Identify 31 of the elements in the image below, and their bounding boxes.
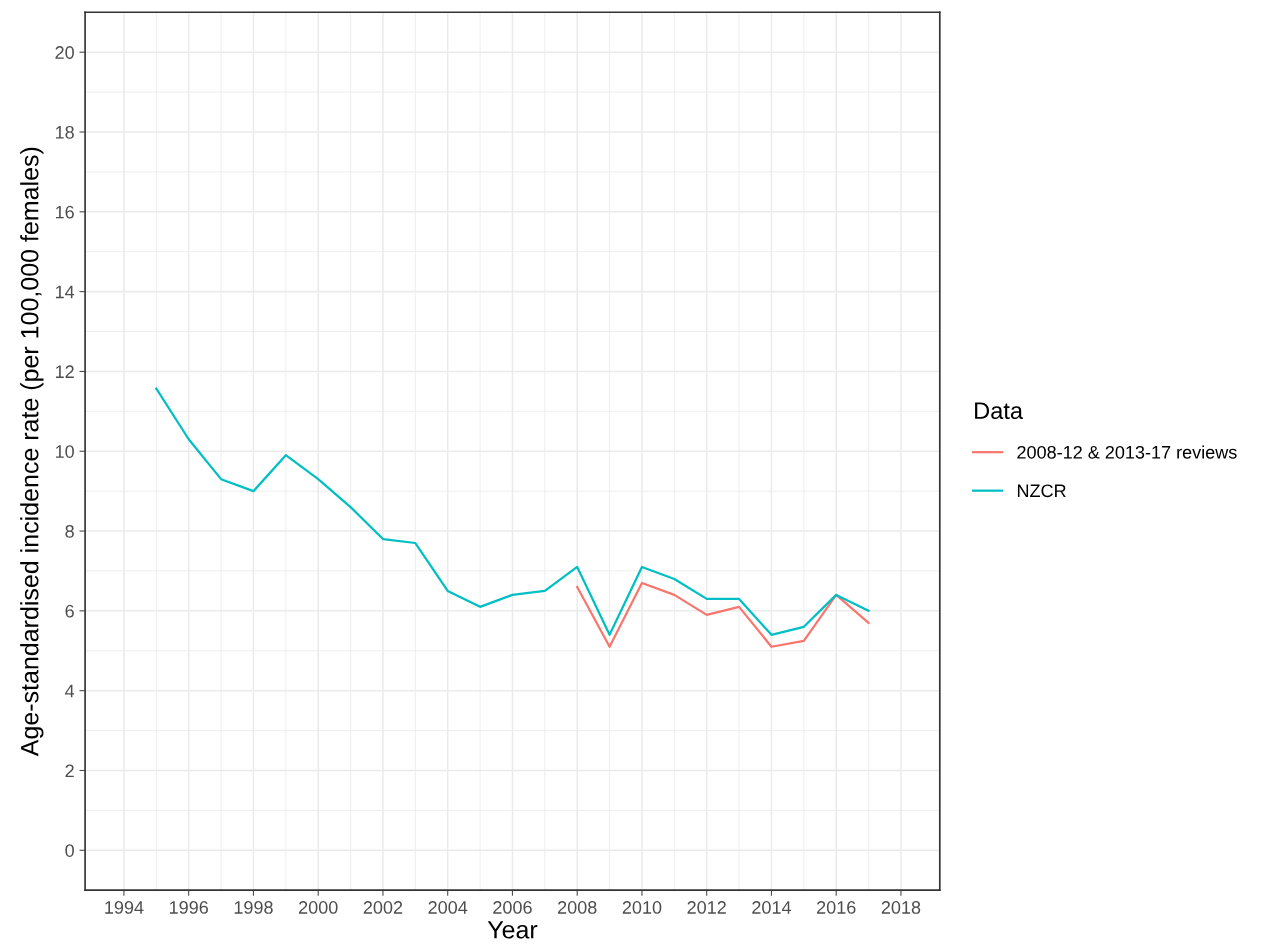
y-tick-label: 6 <box>65 604 74 618</box>
y-tick-label: 10 <box>55 445 74 458</box>
x-tick-label: 2004 <box>428 901 468 914</box>
line-series <box>576 581 870 648</box>
x-tick-label: 2016 <box>817 901 856 914</box>
x-tick-label: 2018 <box>881 901 921 914</box>
y-tick-label: 0 <box>65 844 74 858</box>
y-axis-title: Age-standardised incidence rate (per 100,000 females) <box>20 147 44 757</box>
y-tick-label: 18 <box>55 125 74 139</box>
y-tick-label: 16 <box>55 205 74 219</box>
x-tick-label: 1994 <box>105 901 144 914</box>
y-tick-label: 4 <box>65 684 75 698</box>
x-tick-label: 2006 <box>493 901 532 914</box>
line-series <box>155 387 870 636</box>
x-tick-label: 2002 <box>363 901 403 914</box>
legend-title: Data <box>975 402 1024 420</box>
legend-label: NZCR <box>1017 484 1066 498</box>
x-tick-label: 2010 <box>622 901 662 914</box>
y-tick-label: 8 <box>65 524 74 538</box>
x-tick-label: 2000 <box>299 901 338 914</box>
y-tick-label: 14 <box>55 285 75 299</box>
x-tick-label: 1996 <box>169 901 208 914</box>
x-tick-label: 1998 <box>234 901 273 914</box>
x-tick-label: 2012 <box>687 901 726 914</box>
y-tick-label: 2 <box>65 764 74 778</box>
x-tick-label: 2014 <box>752 901 791 914</box>
y-tick-label: 12 <box>55 365 74 378</box>
x-axis-title: Year <box>487 921 538 939</box>
legend-label: 2008-12 & 2013-17 reviews <box>1017 445 1237 459</box>
y-tick-label: 20 <box>55 46 74 59</box>
x-tick-label: 2008 <box>558 901 597 914</box>
